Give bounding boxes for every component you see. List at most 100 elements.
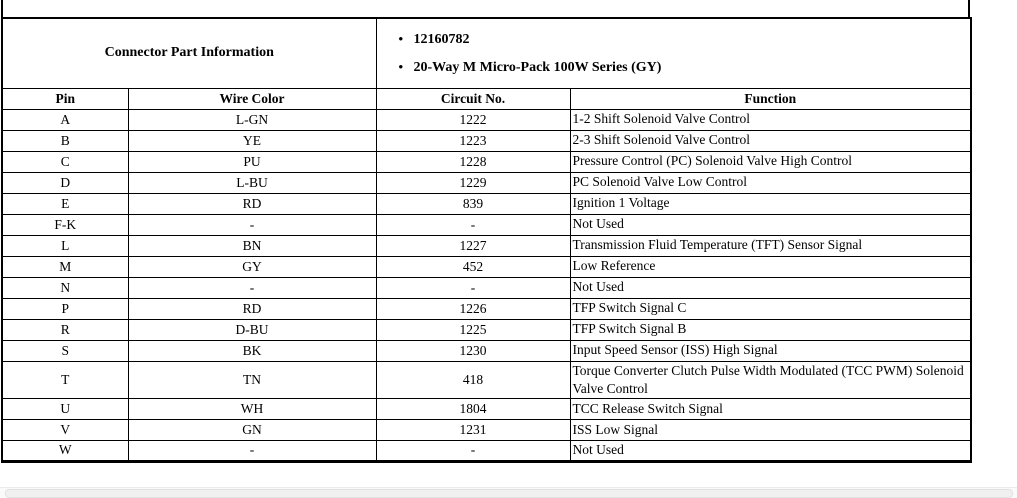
pin-cell: T <box>1 360 129 399</box>
function-cell: TFP Switch Signal B <box>569 318 972 341</box>
table-row: W - - Not Used <box>1 439 972 462</box>
pin-cell: A <box>1 108 129 131</box>
pin-cell: S <box>1 339 129 362</box>
connector-series-item: • 20-Way M Micro-Pack 100W Series (GY) <box>399 53 967 81</box>
wire-color-cell: PU <box>127 150 377 173</box>
pin-cell: P <box>1 297 129 320</box>
circuit-no-cell: 1226 <box>375 297 571 320</box>
function-cell: Ignition 1 Voltage <box>569 192 972 215</box>
wire-color-cell: L-BU <box>127 171 377 194</box>
circuit-no-cell: 1225 <box>375 318 571 341</box>
table-row: P RD 1226 TFP Switch Signal C <box>1 297 972 320</box>
function-cell: PC Solenoid Valve Low Control <box>569 171 972 194</box>
connector-info-row: Connector Part Information • 12160782 • 20… <box>1 17 972 89</box>
previous-table-right-border-stub <box>968 0 970 19</box>
function-cell: Torque Converter Clutch Pulse Width Modu… <box>569 360 972 399</box>
wire-color-cell: BK <box>127 339 377 362</box>
part-number-text: 12160782 <box>413 32 470 47</box>
table-row: F-K - - Not Used <box>1 213 972 236</box>
connector-series-text: 20-Way M Micro-Pack 100W Series (GY) <box>413 60 662 75</box>
wire-color-cell: GY <box>127 255 377 278</box>
table-row: R D-BU 1225 TFP Switch Signal B <box>1 318 972 341</box>
pin-cell: C <box>1 150 129 173</box>
function-cell: Not Used <box>569 213 972 236</box>
pin-cell: U <box>1 397 129 420</box>
pin-cell: L <box>1 234 129 257</box>
circuit-no-cell: 1222 <box>375 108 571 131</box>
circuit-no-cell: 1231 <box>375 418 571 441</box>
function-cell: Pressure Control (PC) Solenoid Valve Hig… <box>569 150 972 173</box>
function-cell: Low Reference <box>569 255 972 278</box>
circuit-no-cell: 452 <box>375 255 571 278</box>
table-row: A L-GN 1222 1-2 Shift Solenoid Valve Con… <box>1 108 972 131</box>
part-number-item: • 12160782 <box>399 25 967 53</box>
wire-color-cell: RD <box>127 297 377 320</box>
table-header: Connector Part Information • 12160782 • 20… <box>1 17 972 110</box>
wire-color-cell: - <box>127 439 377 462</box>
wire-color-cell: - <box>127 213 377 236</box>
table-row: V GN 1231 ISS Low Signal <box>1 418 972 441</box>
table-row: E RD 839 Ignition 1 Voltage <box>1 192 972 215</box>
function-cell: Not Used <box>569 276 972 299</box>
wire-color-cell: L-GN <box>127 108 377 131</box>
wire-color-cell: - <box>127 276 377 299</box>
table-row: T TN 418 Torque Converter Clutch Pulse W… <box>1 360 972 399</box>
circuit-no-cell: 1223 <box>375 129 571 152</box>
circuit-no-cell: - <box>375 213 571 236</box>
pin-cell: W <box>1 439 129 462</box>
wire-color-cell: YE <box>127 129 377 152</box>
bullet-icon: • <box>398 59 404 74</box>
table-row: L BN 1227 Transmission Fluid Temperature… <box>1 234 972 257</box>
function-cell: Input Speed Sensor (ISS) High Signal <box>569 339 972 362</box>
column-header-pin: Pin <box>1 87 129 110</box>
wire-color-cell: RD <box>127 192 377 215</box>
pin-cell: F-K <box>1 213 129 236</box>
table-row: M GY 452 Low Reference <box>1 255 972 278</box>
table-row: B YE 1223 2-3 Shift Solenoid Valve Contr… <box>1 129 972 152</box>
pin-cell: V <box>1 418 129 441</box>
function-cell: 2-3 Shift Solenoid Valve Control <box>569 129 972 152</box>
circuit-no-cell: 839 <box>375 192 571 215</box>
circuit-no-cell: 418 <box>375 360 571 399</box>
column-header-wire-color: Wire Color <box>127 87 377 110</box>
column-header-function: Function <box>569 87 972 110</box>
circuit-no-cell: 1229 <box>375 171 571 194</box>
column-header-row: Pin Wire Color Circuit No. Function <box>1 87 972 110</box>
table-row: D L-BU 1229 PC Solenoid Valve Low Contro… <box>1 171 972 194</box>
bullet-icon: • <box>398 31 404 46</box>
table-row: S BK 1230 Input Speed Sensor (ISS) High … <box>1 339 972 362</box>
function-cell: TCC Release Switch Signal <box>569 397 972 420</box>
pin-cell: B <box>1 129 129 152</box>
table-row: C PU 1228 Pressure Control (PC) Solenoid… <box>1 150 972 173</box>
function-cell: 1-2 Shift Solenoid Valve Control <box>569 108 972 131</box>
pinout-table-body: A L-GN 1222 1-2 Shift Solenoid Valve Con… <box>1 108 972 462</box>
function-cell: TFP Switch Signal C <box>569 297 972 320</box>
pin-cell: E <box>1 192 129 215</box>
circuit-no-cell: - <box>375 439 571 462</box>
pin-cell: D <box>1 171 129 194</box>
table-row: N - - Not Used <box>1 276 972 299</box>
wire-color-cell: GN <box>127 418 377 441</box>
previous-table-left-border-stub <box>1 0 3 19</box>
wire-color-cell: D-BU <box>127 318 377 341</box>
wire-color-cell: WH <box>127 397 377 420</box>
wire-color-cell: TN <box>127 360 377 399</box>
pin-cell: R <box>1 318 129 341</box>
table-row: U WH 1804 TCC Release Switch Signal <box>1 397 972 420</box>
wire-color-cell: BN <box>127 234 377 257</box>
connector-part-details: • 12160782 • 20-Way M Micro-Pack 100W Seri… <box>375 17 972 89</box>
circuit-no-cell: 1804 <box>375 397 571 420</box>
circuit-no-cell: 1228 <box>375 150 571 173</box>
pin-cell: M <box>1 255 129 278</box>
circuit-no-cell: 1230 <box>375 339 571 362</box>
circuit-no-cell: 1227 <box>375 234 571 257</box>
connector-part-information-title: Connector Part Information <box>1 17 377 89</box>
circuit-no-cell: - <box>375 276 571 299</box>
column-header-circuit-no: Circuit No. <box>375 87 571 110</box>
function-cell: Transmission Fluid Temperature (TFT) Sen… <box>569 234 972 257</box>
function-cell: Not Used <box>569 439 972 462</box>
pin-cell: N <box>1 276 129 299</box>
connector-pinout-table: Connector Part Information • 12160782 • 20… <box>1 17 972 463</box>
function-cell: ISS Low Signal <box>569 418 972 441</box>
